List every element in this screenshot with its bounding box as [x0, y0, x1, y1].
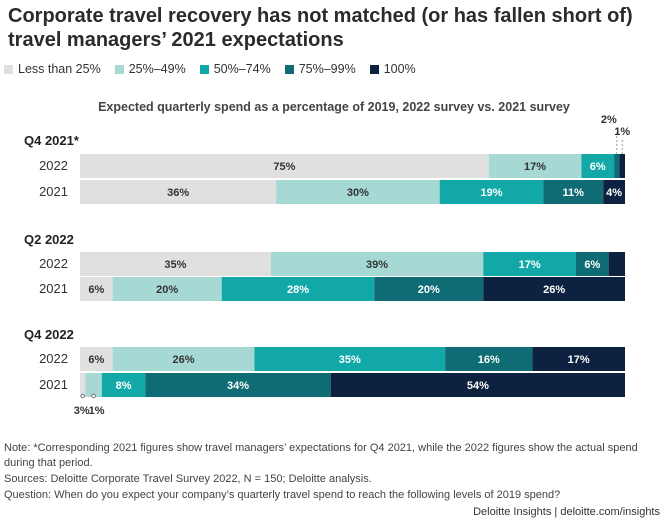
bar-segment — [532, 347, 625, 371]
group-label: Q4 2022 — [24, 327, 74, 342]
bar-segment — [101, 373, 146, 397]
chart-subtitle: Expected quarterly spend as a percentage… — [98, 100, 570, 114]
data-label: 17% — [519, 259, 541, 271]
data-label: 6% — [590, 161, 606, 173]
data-label: 16% — [478, 354, 500, 366]
data-label: 19% — [480, 187, 502, 199]
row-label: 2022 — [39, 158, 68, 173]
row-label: 2022 — [39, 351, 68, 366]
legend-label: Less than 25% — [18, 62, 101, 76]
data-label: 28% — [287, 284, 309, 296]
bar-segment — [543, 180, 604, 204]
bar-segment — [112, 277, 222, 301]
data-label: 6% — [88, 354, 104, 366]
legend-swatch — [4, 64, 13, 74]
bar-segment — [112, 347, 255, 371]
bar-segment — [80, 252, 271, 276]
callout-dot — [91, 393, 96, 399]
row-label: 2021 — [39, 184, 68, 199]
data-label: 35% — [339, 354, 361, 366]
data-label: 35% — [164, 259, 186, 271]
data-label: 39% — [366, 259, 388, 271]
bar-segment — [445, 347, 533, 371]
bar-segment — [80, 373, 86, 397]
bar-segment — [483, 277, 625, 301]
bar-segment — [439, 180, 544, 204]
group-label: Q4 2021* — [24, 133, 80, 148]
bar-segment — [619, 154, 625, 178]
bar-segment — [374, 277, 484, 301]
bar-segment — [80, 347, 113, 371]
data-label: 6% — [88, 284, 104, 296]
bar-segment — [488, 154, 582, 178]
legend-swatch — [199, 64, 209, 74]
bar-segment — [254, 347, 446, 371]
bar-segment — [276, 180, 440, 204]
bar-segment — [603, 180, 625, 204]
bar-segment — [80, 277, 113, 301]
data-label: 30% — [347, 187, 369, 199]
data-label: 4% — [606, 187, 622, 199]
notes: Note: *Corresponding 2021 figures show t… — [4, 441, 664, 504]
data-label: 34% — [227, 380, 249, 392]
legend-swatch — [114, 64, 124, 74]
bar-segment — [80, 180, 277, 204]
chart-title: Corporate travel recovery has not matche… — [8, 5, 633, 51]
bar-segment — [270, 252, 484, 276]
note-text: Note: *Corresponding 2021 figures show t… — [4, 442, 638, 469]
credit-separator: | — [551, 506, 561, 518]
data-label: 6% — [584, 259, 600, 271]
legend-swatch — [369, 64, 379, 74]
question-text: Question: When do you expect your compan… — [4, 489, 561, 501]
callout-label: 2% — [601, 114, 617, 126]
group-label: Q2 2022 — [24, 232, 74, 247]
credit-url: deloitte.com/insights — [560, 506, 660, 518]
data-label: 20% — [156, 284, 178, 296]
callout-dot — [80, 393, 86, 399]
data-label: 75% — [273, 161, 295, 173]
legend-item-50-74: 50%–74% — [199, 62, 271, 76]
bar-segment — [80, 154, 489, 178]
bar-segment — [581, 154, 615, 178]
sources-text: Sources: Deloitte Corporate Travel Surve… — [4, 473, 372, 485]
data-label: 17% — [524, 161, 546, 173]
bar-segment — [221, 277, 375, 301]
legend-item-less-than-25: Less than 25% — [4, 62, 101, 76]
legend-label: 50%–74% — [213, 62, 271, 76]
callout-label: 3% — [74, 405, 90, 417]
data-label: 17% — [568, 354, 590, 366]
bar-segment — [608, 252, 625, 276]
data-label: 8% — [116, 380, 132, 392]
legend-item-75-99: 75%–99% — [284, 62, 356, 76]
bar-segment — [575, 252, 609, 276]
credit-brand: Deloitte Insights — [473, 506, 552, 518]
callout-label: 1% — [89, 405, 105, 417]
stacked-bar-chart: Q4 2021* 2022 75% 17% 6% 2021 36% 30% 19% 11% 4% Q2… — [24, 114, 630, 417]
legend-label: 100% — [383, 62, 416, 76]
legend-swatch — [284, 64, 294, 74]
bar-segment — [614, 154, 620, 178]
bar-segment — [483, 252, 576, 276]
legend-item-25-49: 25%–49% — [114, 62, 186, 76]
row-label: 2021 — [39, 281, 68, 296]
data-label: 26% — [543, 284, 565, 296]
bar-segment — [330, 373, 625, 397]
row-label: 2021 — [39, 377, 68, 392]
data-label: 20% — [418, 284, 440, 296]
credit: Deloitte Insights | deloitte.com/insight… — [473, 506, 660, 518]
legend-label: 75%–99% — [298, 62, 356, 76]
legend-label: 25%–49% — [128, 62, 186, 76]
row-label: 2022 — [39, 256, 68, 271]
bar-segment — [85, 373, 102, 397]
legend: Less than 25% 25%–49% 50%–74% 75%–99% 10… — [4, 62, 416, 76]
legend-item-100: 100% — [369, 62, 416, 76]
data-label: 11% — [563, 187, 585, 199]
data-label: 36% — [167, 187, 189, 199]
callout-label: 1% — [614, 126, 630, 138]
bar-segment — [145, 373, 331, 397]
data-label: 26% — [173, 354, 195, 366]
data-label: 54% — [467, 380, 489, 392]
